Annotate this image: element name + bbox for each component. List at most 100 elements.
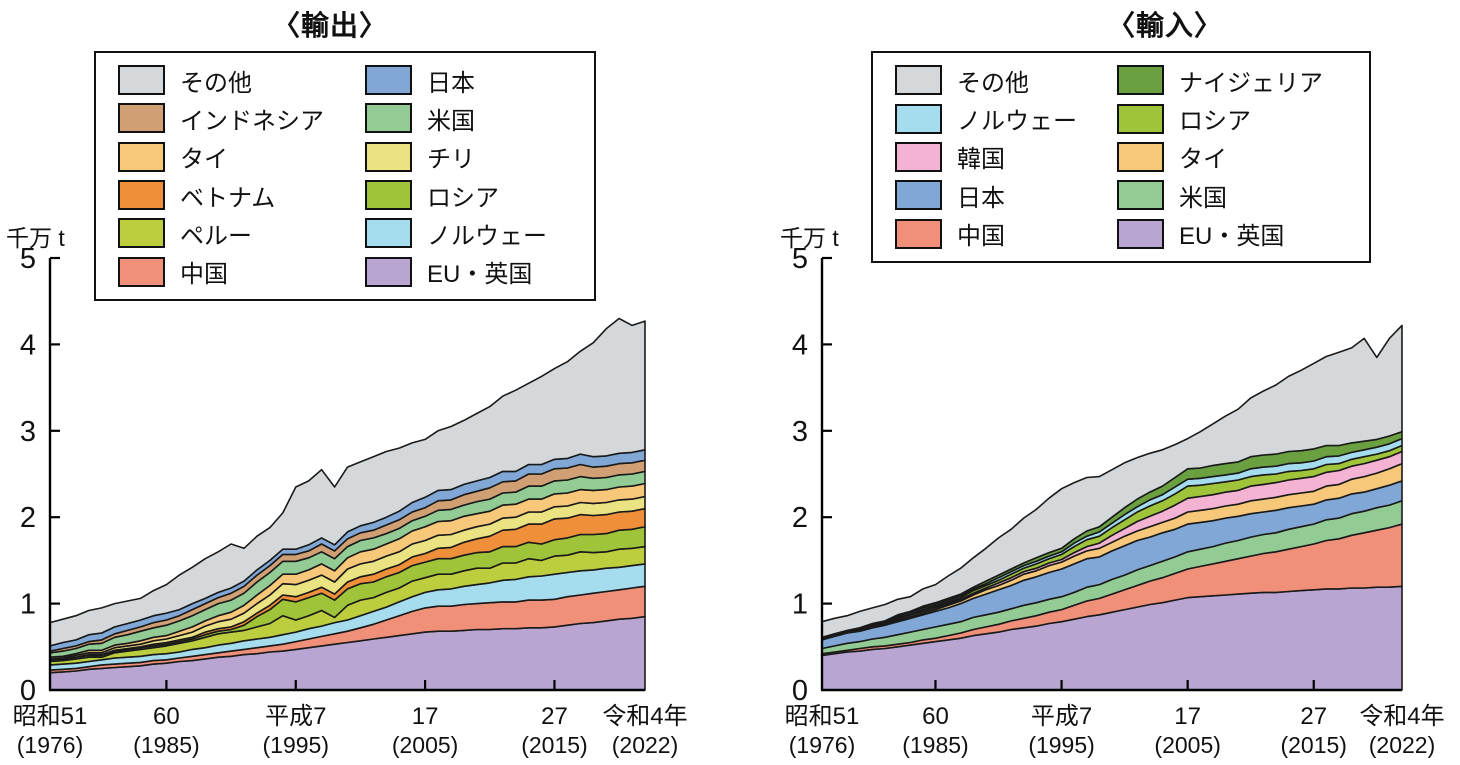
- x-tick-label-era-1985: 60: [922, 703, 949, 730]
- legend-label-eu_uk: EU・英国: [427, 261, 533, 289]
- legend-swatch-other: [118, 65, 165, 96]
- legend-label-chile: チリ: [427, 146, 475, 174]
- y-tick-label-0: 0: [792, 675, 808, 707]
- x-tick-label-era-2015: 27: [541, 703, 568, 730]
- legend-swatch-usa: [1117, 180, 1164, 211]
- legend-swatch-russia: [365, 180, 412, 211]
- imports-chart-title: 〈輸入〉: [1106, 10, 1223, 41]
- y-tick-label-4: 4: [792, 329, 808, 361]
- legend-label-other: その他: [180, 69, 252, 97]
- legend-swatch-thailand: [1117, 141, 1164, 172]
- legend-swatch-norway: [365, 218, 412, 249]
- legend-swatch-norway: [895, 103, 942, 134]
- legend-swatch-nigeria: [1117, 65, 1164, 96]
- legend-item-peru: ペルー: [118, 214, 365, 252]
- legend-swatch-japan: [365, 65, 412, 96]
- legend-swatch-chile: [365, 141, 412, 172]
- x-tick-label-year-2005: (2005): [1154, 732, 1220, 758]
- legend-label-vietnam: ベトナム: [180, 184, 276, 212]
- legend-swatch-eu_uk: [1117, 218, 1164, 249]
- x-tick-label-era-1995: 平成7: [265, 703, 326, 730]
- legend-label-japan: 日本: [427, 69, 475, 97]
- y-tick-label-5: 5: [792, 243, 808, 275]
- imports-legend: その他 ノルウェー 韓国 日本 中国 ナイジェリア ロシア タイ 米国 EU・英国: [871, 51, 1371, 263]
- legend-swatch-china: [118, 256, 165, 287]
- legend-item-china: 中国: [895, 215, 1117, 253]
- imports-y-axis-unit-label: 千万 t: [780, 225, 839, 251]
- x-tick-label-year-1995: (1995): [1028, 732, 1094, 758]
- legend-item-norway: ノルウェー: [365, 214, 588, 252]
- area-other: [49, 317, 646, 647]
- y-tick-label-2: 2: [20, 502, 36, 534]
- legend-item-norway: ノルウェー: [895, 99, 1117, 137]
- legend-swatch-china: [895, 218, 942, 249]
- legend-label-peru: ペルー: [180, 222, 252, 250]
- x-tick-label-year-1995: (1995): [263, 732, 329, 758]
- legend-swatch-japan: [895, 180, 942, 211]
- y-tick-label-1: 1: [792, 589, 808, 621]
- legend-label-eu_uk: EU・英国: [1179, 223, 1285, 251]
- legend-item-korea: 韓国: [895, 138, 1117, 176]
- x-tick-label-era-1995: 平成7: [1031, 703, 1092, 730]
- exports-chart-panel: 〈輸出〉 千万 t 0 1 2 3 4 5 昭和51 (1976) 60 (1985) 平成7 (19…: [6, 10, 688, 758]
- y-tick-label-2: 2: [792, 502, 808, 534]
- x-tick-label-year-2015: (2015): [1280, 732, 1346, 758]
- legend-item-japan: 日本: [895, 176, 1117, 214]
- legend-item-russia: ロシア: [1117, 99, 1363, 137]
- legend-label-nigeria: ナイジェリア: [1179, 69, 1323, 97]
- legend-item-thailand: タイ: [118, 138, 365, 176]
- legend-swatch-thailand: [118, 141, 165, 172]
- imports-chart-panel: 〈輸入〉 千万 t 0 1 2 3 4 5 昭和51 (1976) 60 (1985) 平成7 (19…: [730, 0, 1460, 765]
- legend-swatch-vietnam: [118, 180, 165, 211]
- legend-item-eu_uk: EU・英国: [1117, 215, 1363, 253]
- legend-label-usa: 米国: [1179, 184, 1227, 212]
- legend-label-other: その他: [957, 69, 1029, 97]
- x-tick-label-year-2005: (2005): [392, 732, 458, 758]
- legend-item-other: その他: [118, 61, 365, 99]
- legend-label-russia: ロシア: [1179, 108, 1251, 136]
- x-tick-label-year-2022: (2022): [612, 732, 678, 758]
- legend-item-japan: 日本: [365, 61, 588, 99]
- exports-plot: 0 1 2 3 4 5 昭和51(1976) 60(1985) 平成7(1995) 17(2005…: [13, 243, 688, 758]
- legend-item-indonesia: インドネシア: [118, 99, 365, 137]
- legend-item-usa: 米国: [365, 99, 588, 137]
- legend-swatch-russia: [1117, 103, 1164, 134]
- legend-item-china: 中国: [118, 253, 365, 291]
- legend-label-japan: 日本: [957, 184, 1005, 212]
- x-tick-label-era-2005: 17: [412, 703, 439, 730]
- legend-label-korea: 韓国: [957, 146, 1005, 174]
- exports-legend: その他インドネシアタイベトナムペルー中国 日本米国チリロシア ノルウェー EU・英国: [94, 51, 596, 301]
- x-tick-label-era-1976: 昭和51: [13, 703, 88, 730]
- legend-label-indonesia: インドネシア: [180, 107, 324, 135]
- legend-swatch-korea: [895, 141, 942, 172]
- y-tick-label-3: 3: [20, 416, 36, 448]
- x-tick-label-year-1976: (1976): [17, 732, 83, 758]
- x-tick-label-year-1985: (1985): [133, 732, 199, 758]
- y-tick-label-1: 1: [20, 589, 36, 621]
- exports-y-axis-unit-label: 千万 t: [6, 225, 65, 251]
- x-tick-label-year-2015: (2015): [521, 732, 587, 758]
- legend-item-vietnam: ベトナム: [118, 176, 365, 214]
- legend-swatch-usa: [365, 103, 412, 134]
- x-tick-label-era-1976: 昭和51: [785, 703, 860, 730]
- x-tick-label-era-2005: 17: [1174, 703, 1201, 730]
- y-tick-label-0: 0: [20, 675, 36, 707]
- legend-item-russia: ロシア: [365, 176, 588, 214]
- legend-item-chile: チリ: [365, 138, 588, 176]
- legend-swatch-peru: [118, 218, 165, 249]
- y-tick-label-5: 5: [20, 243, 36, 275]
- x-tick-label-era-1985: 60: [153, 703, 180, 730]
- legend-label-usa: 米国: [427, 107, 475, 135]
- y-tick-label-4: 4: [20, 329, 36, 361]
- x-tick-label-year-2022: (2022): [1369, 732, 1435, 758]
- legend-label-china: 中国: [957, 223, 1005, 251]
- x-tick-label-era-2022: 令和4年: [602, 703, 687, 730]
- legend-swatch-eu_uk: [365, 256, 412, 287]
- legend-label-russia: ロシア: [427, 184, 499, 212]
- legend-item-other: その他: [895, 61, 1117, 99]
- legend-label-china: 中国: [180, 261, 228, 289]
- x-tick-label-year-1976: (1976): [789, 732, 855, 758]
- legend-swatch-indonesia: [118, 103, 165, 134]
- area-other: [821, 324, 1403, 639]
- legend-item-nigeria: ナイジェリア: [1117, 61, 1363, 99]
